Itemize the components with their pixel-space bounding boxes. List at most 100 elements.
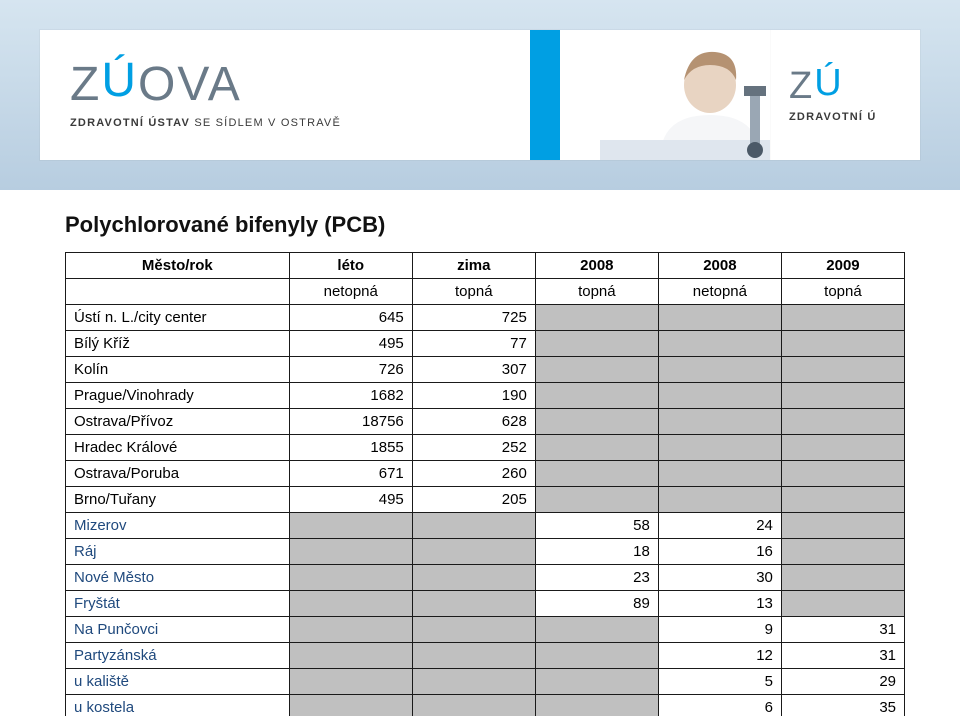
table-cell: 23 [535, 565, 658, 591]
brand-subtitle: ZDRAVOTNÍ ÚSTAV SE SÍDLEM V OSTRAVĚ [70, 117, 470, 129]
table-cell: Na Punčovci [66, 617, 290, 643]
header-photo [470, 30, 770, 160]
table-cell [412, 695, 535, 716]
table-cell: Bílý Kříž [66, 331, 290, 357]
table-row: Kolín726307 [66, 357, 905, 383]
table-cell [658, 305, 781, 331]
subheader-c1: netopná [289, 279, 412, 305]
col-header-leto: léto [289, 253, 412, 279]
table-cell [289, 643, 412, 669]
table-body: Ústí n. L./city center645725Bílý Kříž495… [66, 305, 905, 716]
subheader-blank [66, 279, 290, 305]
table-cell: 495 [289, 331, 412, 357]
table-cell: 6 [658, 695, 781, 716]
table-cell [658, 461, 781, 487]
table-cell [412, 669, 535, 695]
table-cell: Nové Město [66, 565, 290, 591]
table-cell: 1855 [289, 435, 412, 461]
table-cell: 18756 [289, 409, 412, 435]
table-cell [412, 513, 535, 539]
table-cell: 260 [412, 461, 535, 487]
table-cell: 205 [412, 487, 535, 513]
col-header-2008b: 2008 [658, 253, 781, 279]
table-row: Nové Město2330 [66, 565, 905, 591]
table-cell: Prague/Vinohrady [66, 383, 290, 409]
logo-right-accent: Ú [814, 62, 843, 104]
table-cell [412, 591, 535, 617]
table-cell [289, 539, 412, 565]
col-header-zima: zima [412, 253, 535, 279]
table-cell: 252 [412, 435, 535, 461]
table-row: u kostela635 [66, 695, 905, 716]
table-cell [412, 617, 535, 643]
table-row: Mizerov5824 [66, 513, 905, 539]
col-header-2009: 2009 [781, 253, 904, 279]
table-cell [535, 305, 658, 331]
subheader-c3: topná [535, 279, 658, 305]
table-cell: 1682 [289, 383, 412, 409]
logo-post: OVA [138, 58, 242, 111]
table-cell: Ostrava/Přívoz [66, 409, 290, 435]
table-subheader-row: netopná topná topná netopná topná [66, 279, 905, 305]
table-cell: 77 [412, 331, 535, 357]
subtitle-right-strong: ZDRAVOTNÍ Ú [789, 111, 877, 123]
table-cell [289, 513, 412, 539]
subtitle-rest: SE SÍDLEM V OSTRAVĚ [190, 117, 341, 129]
table-cell: 645 [289, 305, 412, 331]
table-cell [412, 565, 535, 591]
table-row: Fryštát8913 [66, 591, 905, 617]
table-cell [535, 617, 658, 643]
table-cell [535, 643, 658, 669]
table-cell: Ostrava/Poruba [66, 461, 290, 487]
brand-logo: ZÚOVA [70, 61, 470, 109]
table-row: Partyzánská 1231 [66, 643, 905, 669]
col-header-city: Město/rok [66, 253, 290, 279]
table-cell [289, 565, 412, 591]
table-row: Ústí n. L./city center645725 [66, 305, 905, 331]
table-cell: 31 [781, 643, 904, 669]
table-cell [535, 331, 658, 357]
table-cell: 58 [535, 513, 658, 539]
table-cell: 18 [535, 539, 658, 565]
table-header-row: Město/rok léto zima 2008 2008 2009 [66, 253, 905, 279]
table-cell: 29 [781, 669, 904, 695]
table-cell: Kolín [66, 357, 290, 383]
table-cell [658, 435, 781, 461]
table-cell [658, 383, 781, 409]
table-cell: Partyzánská [66, 643, 290, 669]
subheader-c2: topná [412, 279, 535, 305]
table-cell: 5 [658, 669, 781, 695]
table-cell [658, 357, 781, 383]
table-cell: 671 [289, 461, 412, 487]
table-cell: 31 [781, 617, 904, 643]
table-row: Hradec Králové1855252 [66, 435, 905, 461]
logo-right-pre: Z [789, 65, 814, 107]
table-cell [289, 669, 412, 695]
table-row: Ráj1816 [66, 539, 905, 565]
header-inner: ZÚOVA ZDRAVOTNÍ ÚSTAV SE SÍDLEM V OSTRAV… [40, 30, 920, 160]
table-cell [658, 409, 781, 435]
table-cell: Fryštát [66, 591, 290, 617]
table-cell [535, 357, 658, 383]
data-table: Město/rok léto zima 2008 2008 2009 netop… [65, 252, 905, 716]
table-cell [781, 305, 904, 331]
table-cell: 495 [289, 487, 412, 513]
table-cell [289, 617, 412, 643]
table-cell: 12 [658, 643, 781, 669]
table-cell [535, 409, 658, 435]
table-cell [781, 461, 904, 487]
table-cell [781, 383, 904, 409]
table-cell [781, 357, 904, 383]
table-cell [412, 643, 535, 669]
table-cell: Ústí n. L./city center [66, 305, 290, 331]
table-row: Bílý Kříž49577 [66, 331, 905, 357]
table-cell [781, 331, 904, 357]
col-header-2008a: 2008 [535, 253, 658, 279]
table-cell [781, 591, 904, 617]
table-row: Ostrava/Přívoz18756628 [66, 409, 905, 435]
table-cell: Hradec Králové [66, 435, 290, 461]
table-cell [412, 539, 535, 565]
table-cell [289, 695, 412, 716]
content-area: Polychlorované bifenyly (PCB) Město/rok … [0, 190, 960, 716]
table-cell [781, 435, 904, 461]
